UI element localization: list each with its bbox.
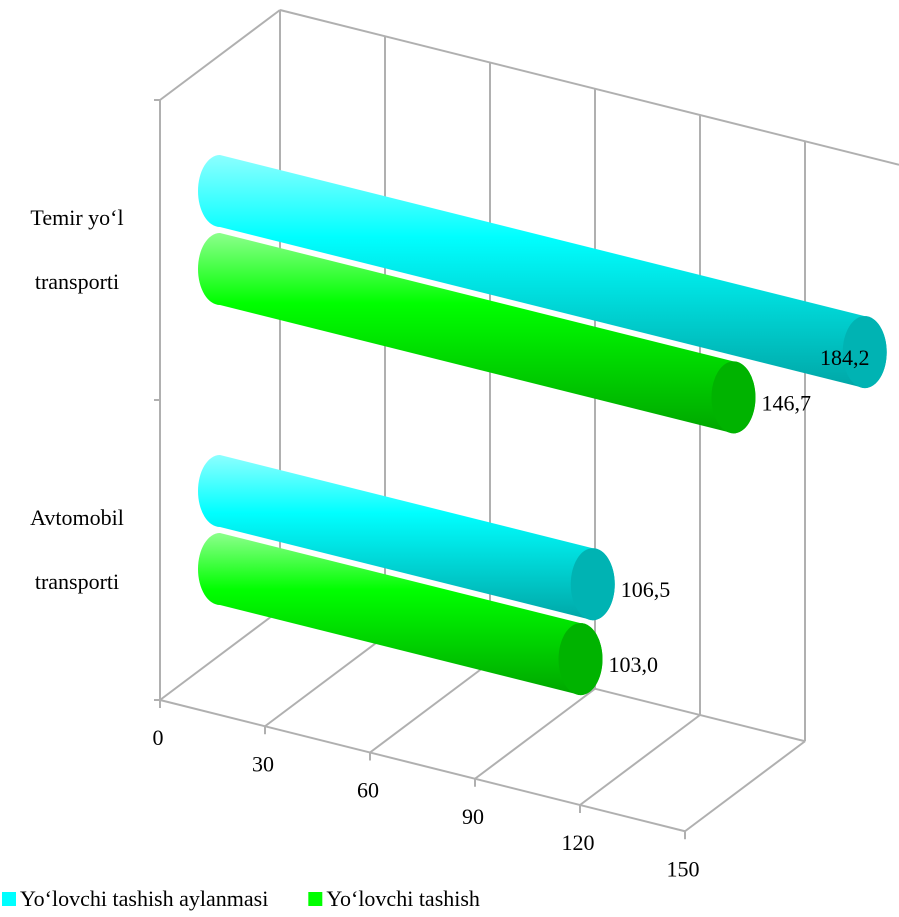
value-label: 106,5 bbox=[621, 577, 671, 602]
bar bbox=[198, 233, 756, 434]
value-label: 103,0 bbox=[609, 652, 659, 677]
x-tick-label: 90 bbox=[462, 804, 484, 829]
grid-line bbox=[579, 714, 701, 806]
legend-label: Yo‘lovchi tashish aylanmasi bbox=[20, 886, 268, 911]
category-label: Avtomobil transporti bbox=[30, 505, 124, 594]
grid-line bbox=[159, 609, 281, 701]
bar-end bbox=[570, 548, 615, 621]
bar bbox=[198, 455, 615, 621]
x-tick-label: 0 bbox=[153, 725, 164, 750]
legend-swatch bbox=[2, 892, 16, 906]
bar-end bbox=[558, 623, 603, 696]
grid-line bbox=[474, 687, 596, 780]
x-tick-label: 60 bbox=[357, 778, 379, 803]
bar-end bbox=[711, 361, 756, 434]
value-label: 184,2 bbox=[820, 345, 870, 370]
wall-edge bbox=[159, 699, 686, 833]
bar-end bbox=[842, 316, 887, 389]
x-tick-label: 120 bbox=[562, 830, 595, 855]
grid-line bbox=[369, 661, 491, 754]
x-tick-label: 30 bbox=[252, 751, 274, 776]
x-tick-label: 150 bbox=[667, 856, 700, 881]
grid-line bbox=[684, 740, 806, 833]
value-label: 146,7 bbox=[761, 390, 811, 415]
wall-edge bbox=[159, 9, 281, 101]
bar bbox=[198, 155, 887, 389]
category-label: Temir yo‘l transporti bbox=[30, 205, 124, 294]
bar bbox=[198, 533, 603, 696]
grid-line bbox=[264, 635, 386, 728]
legend-swatch bbox=[308, 892, 323, 906]
legend-label: Yo‘lovchi tashish bbox=[326, 886, 480, 911]
wall-edge bbox=[279, 9, 899, 166]
